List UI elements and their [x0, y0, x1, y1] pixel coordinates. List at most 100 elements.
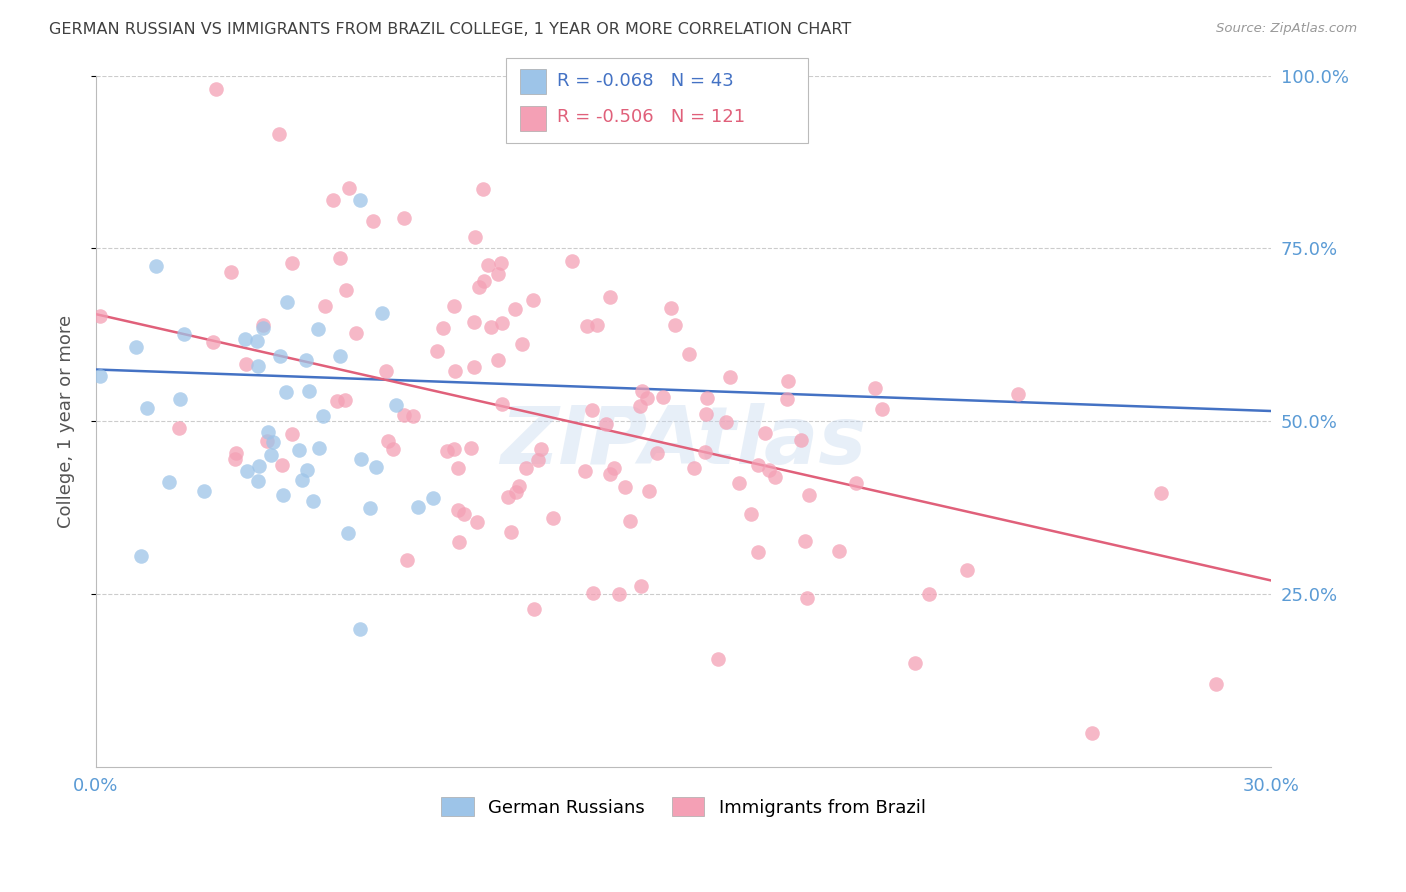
Point [136, 401, 159, 416]
Point [460, 441, 482, 455]
Point [561, 253, 583, 268]
Point [145, 260, 167, 274]
Point [235, 357, 257, 371]
Text: Source: ZipAtlas.com: Source: ZipAtlas.com [1216, 22, 1357, 36]
Point [374, 364, 396, 378]
Point [481, 320, 503, 334]
Point [422, 491, 444, 505]
Point [645, 445, 668, 459]
Point [167, 421, 190, 435]
Point [468, 280, 491, 294]
Point [366, 459, 388, 474]
Point [193, 484, 215, 499]
Point [269, 349, 291, 363]
Point [447, 502, 470, 516]
Point [385, 398, 408, 412]
Point [471, 182, 494, 196]
Point [1007, 387, 1029, 401]
Point [359, 501, 381, 516]
Point [326, 394, 349, 409]
Point [204, 82, 226, 96]
Point [129, 549, 152, 564]
Point [696, 391, 718, 405]
Point [747, 545, 769, 559]
Point [337, 180, 360, 194]
Point [322, 193, 344, 207]
Point [636, 391, 658, 405]
Point [505, 484, 527, 499]
Point [763, 470, 786, 484]
Point [377, 434, 399, 449]
Point [297, 463, 319, 477]
Point [489, 256, 512, 270]
Point [252, 321, 274, 335]
Point [252, 318, 274, 333]
Point [498, 490, 520, 504]
Point [827, 543, 849, 558]
Point [235, 332, 257, 346]
Point [707, 652, 730, 666]
Point [169, 392, 191, 406]
Point [406, 500, 429, 514]
Point [307, 321, 329, 335]
Point [224, 451, 246, 466]
Point [799, 488, 821, 502]
Point [344, 326, 367, 341]
Text: GERMAN RUSSIAN VS IMMIGRANTS FROM BRAZIL COLLEGE, 1 YEAR OR MORE CORRELATION CHA: GERMAN RUSSIAN VS IMMIGRANTS FROM BRAZIL… [49, 22, 852, 37]
Point [477, 259, 499, 273]
Point [659, 301, 682, 316]
Point [522, 602, 544, 616]
Point [613, 480, 636, 494]
Point [281, 255, 304, 269]
Point [333, 393, 356, 408]
Point [291, 473, 314, 487]
Point [754, 425, 776, 440]
Point [510, 337, 533, 351]
Point [530, 442, 553, 456]
Point [157, 475, 180, 490]
Point [683, 461, 706, 475]
Point [758, 463, 780, 477]
Point [796, 591, 818, 605]
Point [652, 390, 675, 404]
Point [508, 479, 530, 493]
Point [778, 374, 800, 388]
Point [350, 451, 373, 466]
Point [314, 299, 336, 313]
Point [607, 587, 630, 601]
Point [349, 622, 371, 636]
Point [576, 318, 599, 333]
Point [718, 370, 741, 384]
Point [281, 426, 304, 441]
Point [89, 369, 111, 384]
Point [574, 464, 596, 478]
Point [349, 193, 371, 207]
Point [845, 475, 868, 490]
Point [747, 458, 769, 473]
Point [302, 494, 325, 508]
Point [599, 467, 621, 481]
Point [464, 229, 486, 244]
Point [247, 459, 270, 474]
Point [247, 359, 270, 374]
Point [89, 309, 111, 323]
Point [276, 295, 298, 310]
Point [329, 251, 352, 265]
Point [298, 384, 321, 398]
Point [271, 487, 294, 501]
Point [501, 525, 523, 540]
Point [522, 293, 544, 307]
Point [394, 211, 416, 226]
Point [426, 343, 449, 358]
Point [630, 578, 652, 592]
Point [581, 585, 603, 599]
Legend: German Russians, Immigrants from Brazil: German Russians, Immigrants from Brazil [434, 790, 934, 824]
Point [1081, 725, 1104, 739]
Point [449, 534, 471, 549]
Point [329, 349, 352, 363]
Point [1205, 677, 1227, 691]
Point [260, 448, 283, 462]
Point [740, 508, 762, 522]
Point [463, 360, 485, 375]
Point [402, 409, 425, 423]
